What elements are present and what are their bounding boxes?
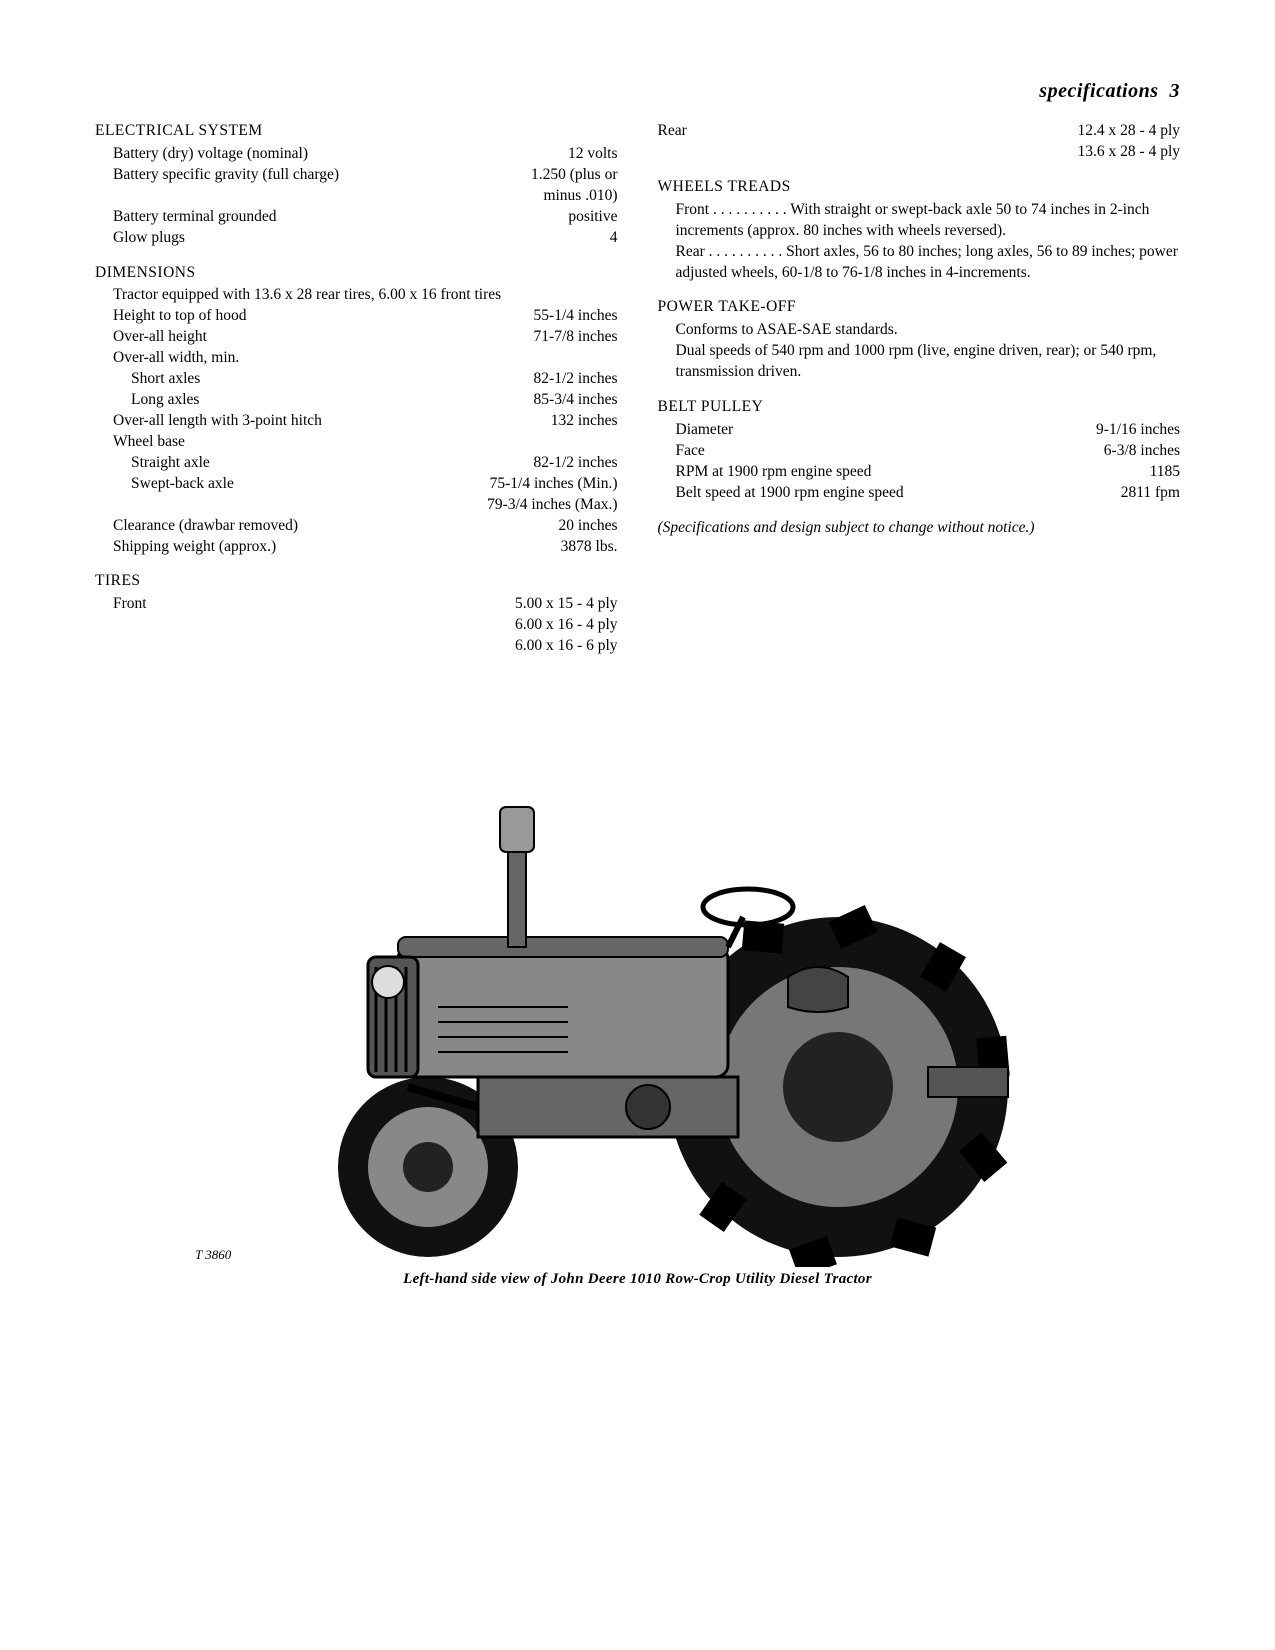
spec-row-noval: Wheel base bbox=[95, 432, 618, 453]
spec-row: Shipping weight (approx.)3878 lbs. bbox=[95, 537, 618, 558]
spec-row: Belt speed at 1900 rpm engine speed2811 … bbox=[658, 483, 1181, 504]
left-column: ELECTRICAL SYSTEM Battery (dry) voltage … bbox=[95, 121, 618, 657]
spec-row: Battery (dry) voltage (nominal)12 volts bbox=[95, 144, 618, 165]
figure-area: T 3860 Left-hand side view of John Deere… bbox=[95, 747, 1180, 1288]
section-belt: BELT PULLEY bbox=[658, 397, 1181, 418]
right-column: Rear12.4 x 28 - 4 ply 13.6 x 28 - 4 ply … bbox=[658, 121, 1181, 657]
spec-row: RPM at 1900 rpm engine speed1185 bbox=[658, 462, 1181, 483]
spec-continuation: 79-3/4 inches (Max.) bbox=[95, 495, 618, 516]
treads-front: Front . . . . . . . . . . With straight … bbox=[658, 200, 1181, 242]
spec-row: Face6-3/8 inches bbox=[658, 441, 1181, 462]
page-number: 3 bbox=[1170, 80, 1181, 102]
pto-line: Dual speeds of 540 rpm and 1000 rpm (liv… bbox=[658, 341, 1181, 383]
spec-row: Short axles82-1/2 inches bbox=[95, 369, 618, 390]
spec-row: Swept-back axle75-1/4 inches (Min.) bbox=[95, 474, 618, 495]
spec-row: Front5.00 x 15 - 4 ply bbox=[95, 594, 618, 615]
spec-row: Battery terminal groundedpositive bbox=[95, 207, 618, 228]
spec-row: Diameter9-1/16 inches bbox=[658, 420, 1181, 441]
spec-row: Battery specific gravity (full charge)1.… bbox=[95, 165, 618, 186]
spec-row: Long axles85-3/4 inches bbox=[95, 390, 618, 411]
spec-row: Clearance (drawbar removed)20 inches bbox=[95, 516, 618, 537]
figure-caption: Left-hand side view of John Deere 1010 R… bbox=[95, 1271, 1180, 1288]
pto-line: Conforms to ASAE-SAE standards. bbox=[658, 320, 1181, 341]
spec-row: Over-all height71-7/8 inches bbox=[95, 327, 618, 348]
section-pto: POWER TAKE-OFF bbox=[658, 297, 1181, 318]
dimensions-intro: Tractor equipped with 13.6 x 28 rear tir… bbox=[95, 285, 618, 306]
spec-continuation: minus .010) bbox=[95, 186, 618, 207]
treads-rear: Rear . . . . . . . . . . Short axles, 56… bbox=[658, 242, 1181, 284]
spec-continuation: 6.00 x 16 - 4 ply bbox=[95, 615, 618, 636]
section-dimensions: DIMENSIONS bbox=[95, 263, 618, 284]
header-title: specifications bbox=[1039, 80, 1158, 102]
section-tires: TIRES bbox=[95, 571, 618, 592]
spec-continuation: 6.00 x 16 - 6 ply bbox=[95, 636, 618, 657]
spec-row: Rear12.4 x 28 - 4 ply bbox=[658, 121, 1181, 142]
spec-continuation: 13.6 x 28 - 4 ply bbox=[658, 142, 1181, 163]
spec-row-noval: Over-all width, min. bbox=[95, 348, 618, 369]
spec-columns: ELECTRICAL SYSTEM Battery (dry) voltage … bbox=[95, 121, 1180, 657]
spec-row: Height to top of hood55-1/4 inches bbox=[95, 306, 618, 327]
tractor-illustration bbox=[228, 747, 1048, 1267]
section-electrical: ELECTRICAL SYSTEM bbox=[95, 121, 618, 142]
spec-row: Straight axle82-1/2 inches bbox=[95, 453, 618, 474]
section-treads: WHEELS TREADS bbox=[658, 177, 1181, 198]
page-header: specifications 3 bbox=[95, 80, 1180, 103]
disclaimer: (Specifications and design subject to ch… bbox=[658, 518, 1181, 539]
spec-row: Glow plugs4 bbox=[95, 228, 618, 249]
spec-row: Over-all length with 3-point hitch132 in… bbox=[95, 411, 618, 432]
